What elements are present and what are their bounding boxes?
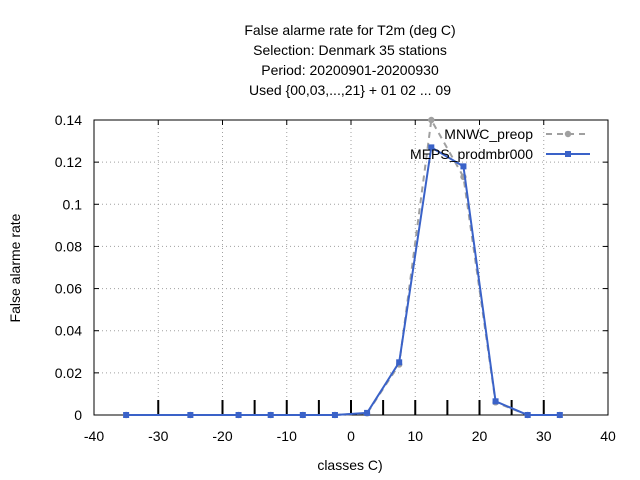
- chart-title: False alarme rate for T2m (deg C) Selecti…: [244, 22, 455, 98]
- x-tick-label: 30: [536, 428, 552, 444]
- y-axis-ticks: 0 0.02 0.04 0.06 0.08 0.1 0.12 0.14: [55, 112, 608, 423]
- x-tick-label: 40: [600, 428, 616, 444]
- data-point: [267, 412, 274, 418]
- x-tick-label: -30: [148, 428, 168, 444]
- series-line-MNWC_preop: [126, 116, 560, 416]
- title-line: Selection: Denmark 35 stations: [253, 42, 447, 58]
- title-line: Used {00,03,...,21} + 01 02 ... 09: [249, 82, 451, 98]
- grid: [94, 120, 608, 415]
- legend-swatch-marker: [564, 130, 572, 138]
- data-point: [556, 412, 563, 418]
- y-tick-label: 0: [74, 407, 82, 423]
- x-tick-label: -40: [84, 428, 104, 444]
- y-tick-label: 0.08: [55, 238, 82, 254]
- data-point: [299, 412, 306, 418]
- title-line: False alarme rate for T2m (deg C): [244, 22, 455, 38]
- data-point: [235, 412, 242, 418]
- y-tick-label: 0.12: [55, 154, 82, 170]
- data-point: [428, 116, 435, 124]
- y-tick-label: 0.06: [55, 281, 82, 297]
- y-tick-label: 0.02: [55, 365, 82, 381]
- x-axis-ticks: -40 -30 -20 -10 0 10 20 30 40: [84, 120, 616, 444]
- legend-label: MEPS_prodmbr000: [410, 146, 533, 162]
- y-tick-label: 0.04: [55, 323, 82, 339]
- x-tick-label: 10: [407, 428, 423, 444]
- x-tick-label: -20: [212, 428, 232, 444]
- legend-label: MNWC_preop: [444, 126, 533, 142]
- data-point: [364, 409, 371, 416]
- legend-swatch-marker: [565, 151, 571, 157]
- legend: MNWC_preop MEPS_prodmbr000: [410, 126, 590, 162]
- x-tick-label: 0: [347, 428, 355, 444]
- data-point: [492, 398, 499, 405]
- y-tick-label: 0.14: [55, 112, 82, 128]
- title-line: Period: 20200901-20200930: [261, 62, 439, 78]
- data-point: [460, 163, 467, 170]
- data-point: [331, 412, 338, 418]
- data-point: [123, 412, 130, 418]
- x-tick-label: -10: [277, 428, 297, 444]
- data-point: [524, 412, 531, 418]
- x-axis-label: classes C): [317, 457, 382, 473]
- data-point: [187, 412, 194, 418]
- series-group: [122, 116, 564, 419]
- x-tick-label: 20: [472, 428, 488, 444]
- series-line-MEPS_prodmbr000: [126, 145, 560, 416]
- data-point: [428, 144, 435, 151]
- y-axis-label: False alarme rate: [7, 213, 23, 322]
- data-point: [396, 359, 403, 366]
- y-tick-label: 0.1: [63, 196, 83, 212]
